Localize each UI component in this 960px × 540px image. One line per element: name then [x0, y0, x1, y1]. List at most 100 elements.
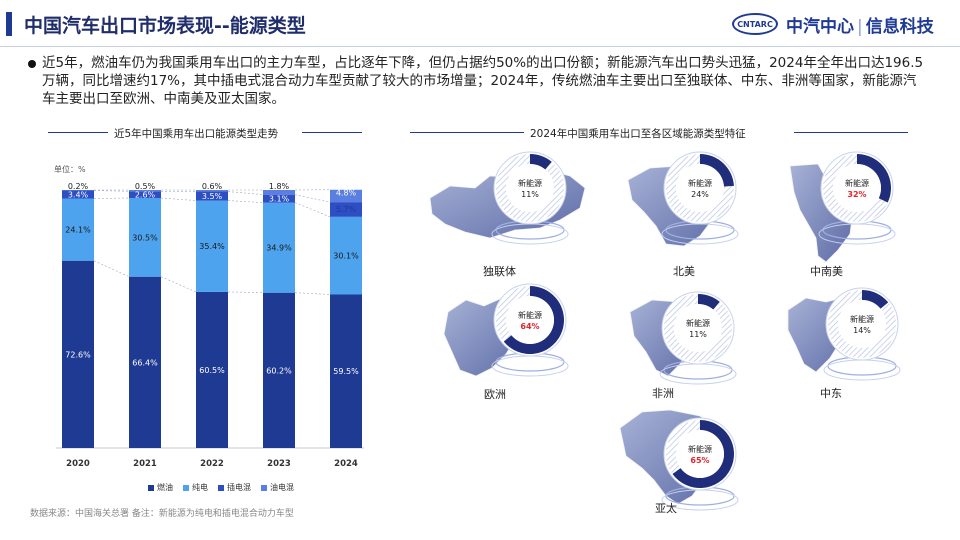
connector-line — [160, 197, 197, 201]
connector-line — [227, 191, 264, 195]
data-label-2021-2: 2.6% — [135, 191, 156, 200]
donut-value-label: 65% — [690, 456, 709, 465]
right-section-title: 2024年中国乘用车出口至各区域能源类型特征 — [530, 128, 746, 140]
donut-category-label: 新能源 — [686, 318, 710, 328]
donut-hole — [674, 304, 722, 352]
donut-value-arc — [672, 420, 734, 488]
bar-segment-2022-2 — [196, 191, 228, 201]
data-label-2022-1: 35.4% — [199, 242, 225, 251]
data-label-2023-2: 3.1% — [269, 195, 290, 204]
data-label-2022-0: 60.5% — [199, 366, 225, 375]
bar-segment-2024-3 — [330, 189, 362, 203]
connector-line — [227, 291, 264, 293]
connector-line — [294, 194, 331, 203]
summary-text: 近5年，燃油车仍为我国乘用车出口的主力车型，占比逐年下降，但仍占据约50%的出口… — [42, 55, 924, 107]
region-donut-6: 新能源 65% — [661, 417, 739, 511]
donut-category-label: 新能源 — [518, 310, 542, 320]
donut-hole — [833, 164, 881, 212]
bar-segment-2020-0 — [62, 260, 94, 448]
pedestal-ring-outer — [818, 223, 896, 245]
data-label-2020-1: 24.1% — [65, 226, 91, 235]
bar-segment-2023-2 — [263, 194, 295, 203]
donut-value-arc — [698, 294, 720, 310]
stacked-bar-chart: 单位：% 2020 2021 2022 2023 202472.6%24.1%3.4%0… — [54, 164, 364, 469]
bars-layer: 2020 2021 2022 2023 2024 72.6% 24.1% 3.4%0.2% 66… — [56, 182, 364, 469]
region-donut-0: 新能源 11% — [491, 151, 569, 245]
right-title-line-right — [794, 132, 908, 133]
donut-value-arc — [503, 286, 564, 354]
donut-value-label: 32% — [847, 190, 866, 199]
region-name-label: 亚太 — [655, 502, 677, 515]
donut-category-label: 新能源 — [688, 178, 712, 188]
donut-value-label: 11% — [689, 330, 707, 339]
region-donut-2: 新能源 32% — [818, 151, 896, 245]
bar-segment-2023-0 — [263, 292, 295, 448]
legend-swatch — [148, 484, 154, 491]
logo-separator: | — [857, 16, 863, 37]
bar-segment-2022-1 — [196, 200, 228, 292]
x-tick-label: 2023 — [267, 459, 291, 469]
data-source-note: 数据来源：中国海关总署 备注：新能源为纯电和插电混合动力车型 — [30, 509, 294, 519]
region-name-label: 欧洲 — [484, 388, 506, 401]
donut-category-label: 新能源 — [518, 178, 542, 188]
pedestal-ring-outer — [661, 223, 739, 245]
bar-segment-2021-1 — [129, 197, 161, 277]
legend-label: 油电混 — [270, 483, 294, 492]
donut-category-label: 新能源 — [688, 444, 712, 454]
legend-swatch — [261, 484, 267, 491]
logo-subtitle: 信息科技 — [865, 16, 934, 37]
region-donut-1: 新能源 24% — [661, 151, 739, 245]
bar-segment-2022-3 — [196, 190, 228, 192]
bar-segment-2021-0 — [129, 276, 161, 448]
data-label-2022-2: 3.5% — [202, 192, 223, 201]
connector-line — [294, 292, 331, 295]
data-label-2021-3: 0.5% — [135, 182, 156, 191]
left-section-title: 近5年中国乘用车出口能源类型走势 — [114, 128, 279, 140]
x-tick-label: 2024 — [334, 459, 358, 469]
legend-item: 油电混 — [261, 482, 294, 493]
legend-label: 燃油 — [157, 483, 173, 492]
data-label-2020-3: 0.2% — [68, 182, 89, 191]
region-name-label: 非洲 — [652, 387, 674, 400]
left-title-line-left — [48, 132, 108, 133]
bar-segment-2020-1 — [62, 198, 94, 261]
legend-item: 纯电 — [183, 482, 208, 493]
summary-block: 近5年，燃油车仍为我国乘用车出口的主力车型，占比逐年下降，但仍占据约50%的出口… — [28, 54, 928, 108]
donut-value-arc — [857, 154, 891, 203]
legend-item: 插电混 — [218, 482, 251, 493]
pedestal-ring-outer — [823, 359, 901, 381]
right-title-line-left — [410, 132, 524, 133]
donut-value-arc — [700, 154, 734, 187]
connector-line — [93, 260, 130, 277]
x-tick-label: 2020 — [66, 459, 90, 469]
left-title-line-right — [302, 132, 362, 133]
legend-item: 燃油 — [148, 482, 173, 493]
data-label-2024-0: 59.5% — [333, 367, 359, 376]
donut-value-label: 64% — [520, 322, 539, 331]
connector-line — [160, 276, 197, 293]
legend-swatch — [183, 484, 189, 491]
donut-value-label: 24% — [691, 190, 709, 199]
data-label-2024-2: 5.7% — [336, 205, 357, 214]
connector-line — [93, 190, 130, 192]
connector-line — [93, 197, 130, 199]
legend-swatch — [218, 484, 224, 491]
title-divider — [0, 46, 960, 47]
legend-label: 插电混 — [227, 483, 251, 492]
bar-segment-2022-0 — [196, 291, 228, 448]
chart-unit-label: 单位：% — [54, 164, 86, 174]
donut-category-label: 新能源 — [850, 314, 874, 324]
x-tick-label: 2022 — [200, 459, 224, 469]
region-donut-5: 新能源 14% — [823, 287, 901, 381]
data-label-2020-2: 3.4% — [68, 191, 89, 200]
donut-hole — [676, 430, 724, 478]
data-label-2021-1: 30.5% — [132, 233, 158, 242]
data-label-2023-1: 34.9% — [266, 244, 292, 253]
region-donut-3: 新能源 64% — [491, 283, 569, 377]
company-logo: CNTARC 中汽中心 | 信息科技 — [732, 10, 934, 38]
bar-segment-2024-0 — [330, 294, 362, 448]
pedestal-ring-outer — [659, 363, 737, 385]
legend-label: 纯电 — [192, 483, 208, 492]
donut-value-label: 11% — [521, 190, 539, 199]
region-donut-4: 新能源 11% — [659, 291, 737, 385]
